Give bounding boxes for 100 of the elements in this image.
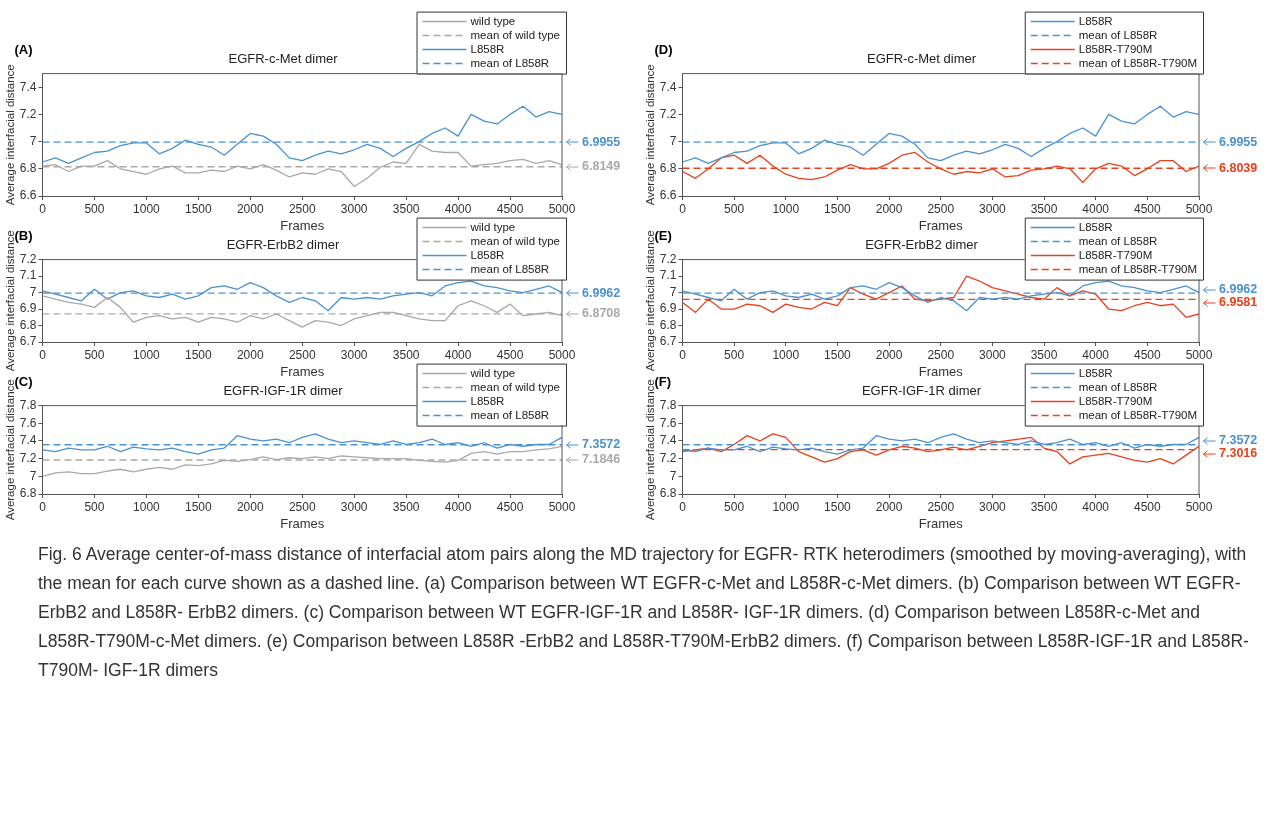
x-tick-label: 1000 <box>133 347 161 362</box>
x-axis-title: Frames <box>280 515 325 531</box>
x-tick-label: 500 <box>84 499 105 514</box>
y-tick-label: 6.6 <box>659 188 677 203</box>
y-tick-label: 6.7 <box>659 334 677 349</box>
x-tick-label: 4500 <box>496 201 524 216</box>
y-tick-label: 7.1 <box>19 268 37 283</box>
legend-label: mean of L858R-T790M <box>1078 56 1198 69</box>
legend-label: wild type <box>469 14 516 27</box>
y-tick-label: 7.2 <box>19 106 37 121</box>
x-axis-title: Frames <box>280 217 325 233</box>
x-tick-label: 2000 <box>875 347 903 362</box>
legend-label: wild type <box>469 366 516 379</box>
y-axis-title: Average interfacial distance <box>4 64 17 206</box>
x-tick-label: 2000 <box>875 201 903 216</box>
y-tick-label: 7 <box>669 468 677 483</box>
y-tick-label: 7 <box>29 468 37 483</box>
x-tick-label: 500 <box>84 201 105 216</box>
x-tick-label: 3500 <box>392 499 420 514</box>
x-tick-label: 0 <box>39 201 47 216</box>
text: (F) <box>654 374 672 390</box>
legend-label: mean of L858R <box>1078 234 1158 247</box>
text: (D) <box>654 42 673 58</box>
chart-title: EGFR-c-Met dimer <box>228 51 339 67</box>
x-tick-label: 500 <box>84 347 105 362</box>
x-tick-label: 2000 <box>236 499 264 514</box>
y-tick-label: 7.6 <box>19 415 37 430</box>
x-axis-title: Frames <box>280 363 325 379</box>
legend-label: mean of L858R <box>470 408 550 421</box>
chart-title: EGFR-c-Met dimer <box>866 51 977 67</box>
x-tick-label: 1500 <box>824 347 852 362</box>
legend-label: mean of L858R <box>470 56 550 69</box>
legend-label: L858R <box>1078 220 1113 233</box>
x-tick-label: 2000 <box>236 347 264 362</box>
x-tick-label: 1500 <box>184 201 213 216</box>
x-tick-label: 4500 <box>1134 347 1162 362</box>
text: 6.8149 <box>582 159 621 174</box>
legend-label: mean of L858R <box>1078 28 1158 41</box>
x-tick-label: 3000 <box>340 499 368 514</box>
y-tick-label: 6.8 <box>19 161 37 176</box>
legend-label: L858R <box>470 42 505 55</box>
x-tick-label: 3500 <box>1030 201 1058 216</box>
x-tick-label: 1500 <box>184 499 213 514</box>
text: 6.8708 <box>582 306 621 321</box>
x-tick-label: 3000 <box>979 347 1007 362</box>
y-tick-label: 7 <box>669 284 677 299</box>
y-tick-label: 6.6 <box>19 188 37 203</box>
text: (A) <box>14 42 33 58</box>
text: 7.3572 <box>1219 433 1258 448</box>
chart-title: EGFR-ErbB2 dimer <box>865 237 979 253</box>
y-tick-label: 7.8 <box>19 397 37 412</box>
y-tick-label: 7.2 <box>659 450 677 465</box>
x-tick-label: 5000 <box>548 347 576 362</box>
x-tick-label: 2500 <box>927 499 955 514</box>
x-tick-label: 1000 <box>133 201 161 216</box>
y-tick-label: 6.9 <box>19 301 37 316</box>
x-tick-label: 500 <box>724 201 745 216</box>
x-tick-label: 1000 <box>772 201 800 216</box>
y-tick-label: 7.2 <box>659 251 677 266</box>
legend-label: L858R <box>1078 14 1113 27</box>
y-tick-label: 7 <box>29 133 37 148</box>
legend-label: L858R-T790M <box>1078 248 1153 261</box>
x-tick-label: 1000 <box>772 499 800 514</box>
text: 6.9955 <box>1219 134 1258 149</box>
text: 6.9962 <box>582 285 621 300</box>
text: 6.9581 <box>1219 295 1258 310</box>
y-tick-label: 6.8 <box>659 486 677 501</box>
legend-label: wild type <box>469 220 516 233</box>
x-tick-label: 3500 <box>392 347 420 362</box>
x-tick-label: 0 <box>39 499 47 514</box>
x-tick-label: 4500 <box>496 347 524 362</box>
legend-label: L858R <box>470 394 505 407</box>
legend-label: mean of L858R <box>470 262 550 275</box>
caption: Fig. 6 Average center-of-mass distance of interfacial atom pairs along the MD trajectory for EGFR- RTK heterodimers (smoothed by moving-averaging), with the mean for each curve shown as a dashed line. (a) Comparison between WT EGFR-c-Met and L858R-c-Met dimers. (b) Comparison between WT EGFR-ErbB2 and L858R- ErbB2 dimers. (c) Comparison between WT EGFR-IGF-1R and L858R- IGF-1R dimers. (d) Comparison between L858R-c-Met and L858R-T790M-c-Met dimers. (e) Comparison between L858R -ErbB2 and L858R-T790M-ErbB2 dimers. (f) Comparison between L858R-IGF-1R and L858R-T790M- IGF-1R dimers <box>38 543 1250 682</box>
x-tick-label: 2000 <box>236 201 264 216</box>
x-tick-label: 5000 <box>1185 499 1213 514</box>
text: 6.8039 <box>1219 160 1258 175</box>
x-tick-label: 0 <box>679 347 687 362</box>
y-tick-label: 6.7 <box>19 334 37 349</box>
y-tick-label: 6.8 <box>19 486 37 501</box>
y-tick-label: 7.2 <box>19 251 37 266</box>
legend-label: mean of wild type <box>470 28 561 41</box>
y-tick-label: 7.6 <box>659 415 677 430</box>
y-tick-label: 6.9 <box>659 301 677 316</box>
y-axis-title: Average interfacial distance <box>644 64 657 206</box>
y-tick-label: 6.8 <box>659 317 677 332</box>
x-tick-label: 4000 <box>444 201 472 216</box>
x-tick-label: 1000 <box>133 499 161 514</box>
text: (C) <box>14 374 33 390</box>
y-tick-label: 7.4 <box>19 79 37 94</box>
x-tick-label: 5000 <box>548 499 576 514</box>
x-tick-label: 0 <box>39 347 47 362</box>
y-tick-label: 7.2 <box>19 450 37 465</box>
x-tick-label: 4000 <box>444 347 472 362</box>
x-axis-title: Frames <box>918 515 964 531</box>
x-tick-label: 5000 <box>1185 201 1213 216</box>
x-tick-label: 2500 <box>927 201 955 216</box>
legend-label: L858R-T790M <box>1078 394 1153 407</box>
x-tick-label: 0 <box>679 499 687 514</box>
chart-title: EGFR-IGF-1R dimer <box>861 383 982 399</box>
